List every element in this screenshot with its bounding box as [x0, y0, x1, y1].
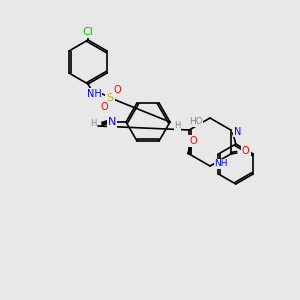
Text: S: S [106, 93, 114, 103]
Text: O: O [242, 146, 250, 156]
Text: N: N [108, 117, 116, 127]
Text: O: O [113, 85, 121, 95]
Text: Cl: Cl [82, 27, 93, 37]
Text: O: O [100, 102, 108, 112]
Text: H: H [90, 119, 96, 128]
Text: NH: NH [87, 89, 101, 99]
Text: H: H [174, 122, 180, 130]
Text: O: O [189, 136, 197, 146]
Text: NH: NH [214, 160, 227, 169]
Text: N: N [234, 127, 241, 137]
Text: HO: HO [189, 118, 203, 127]
